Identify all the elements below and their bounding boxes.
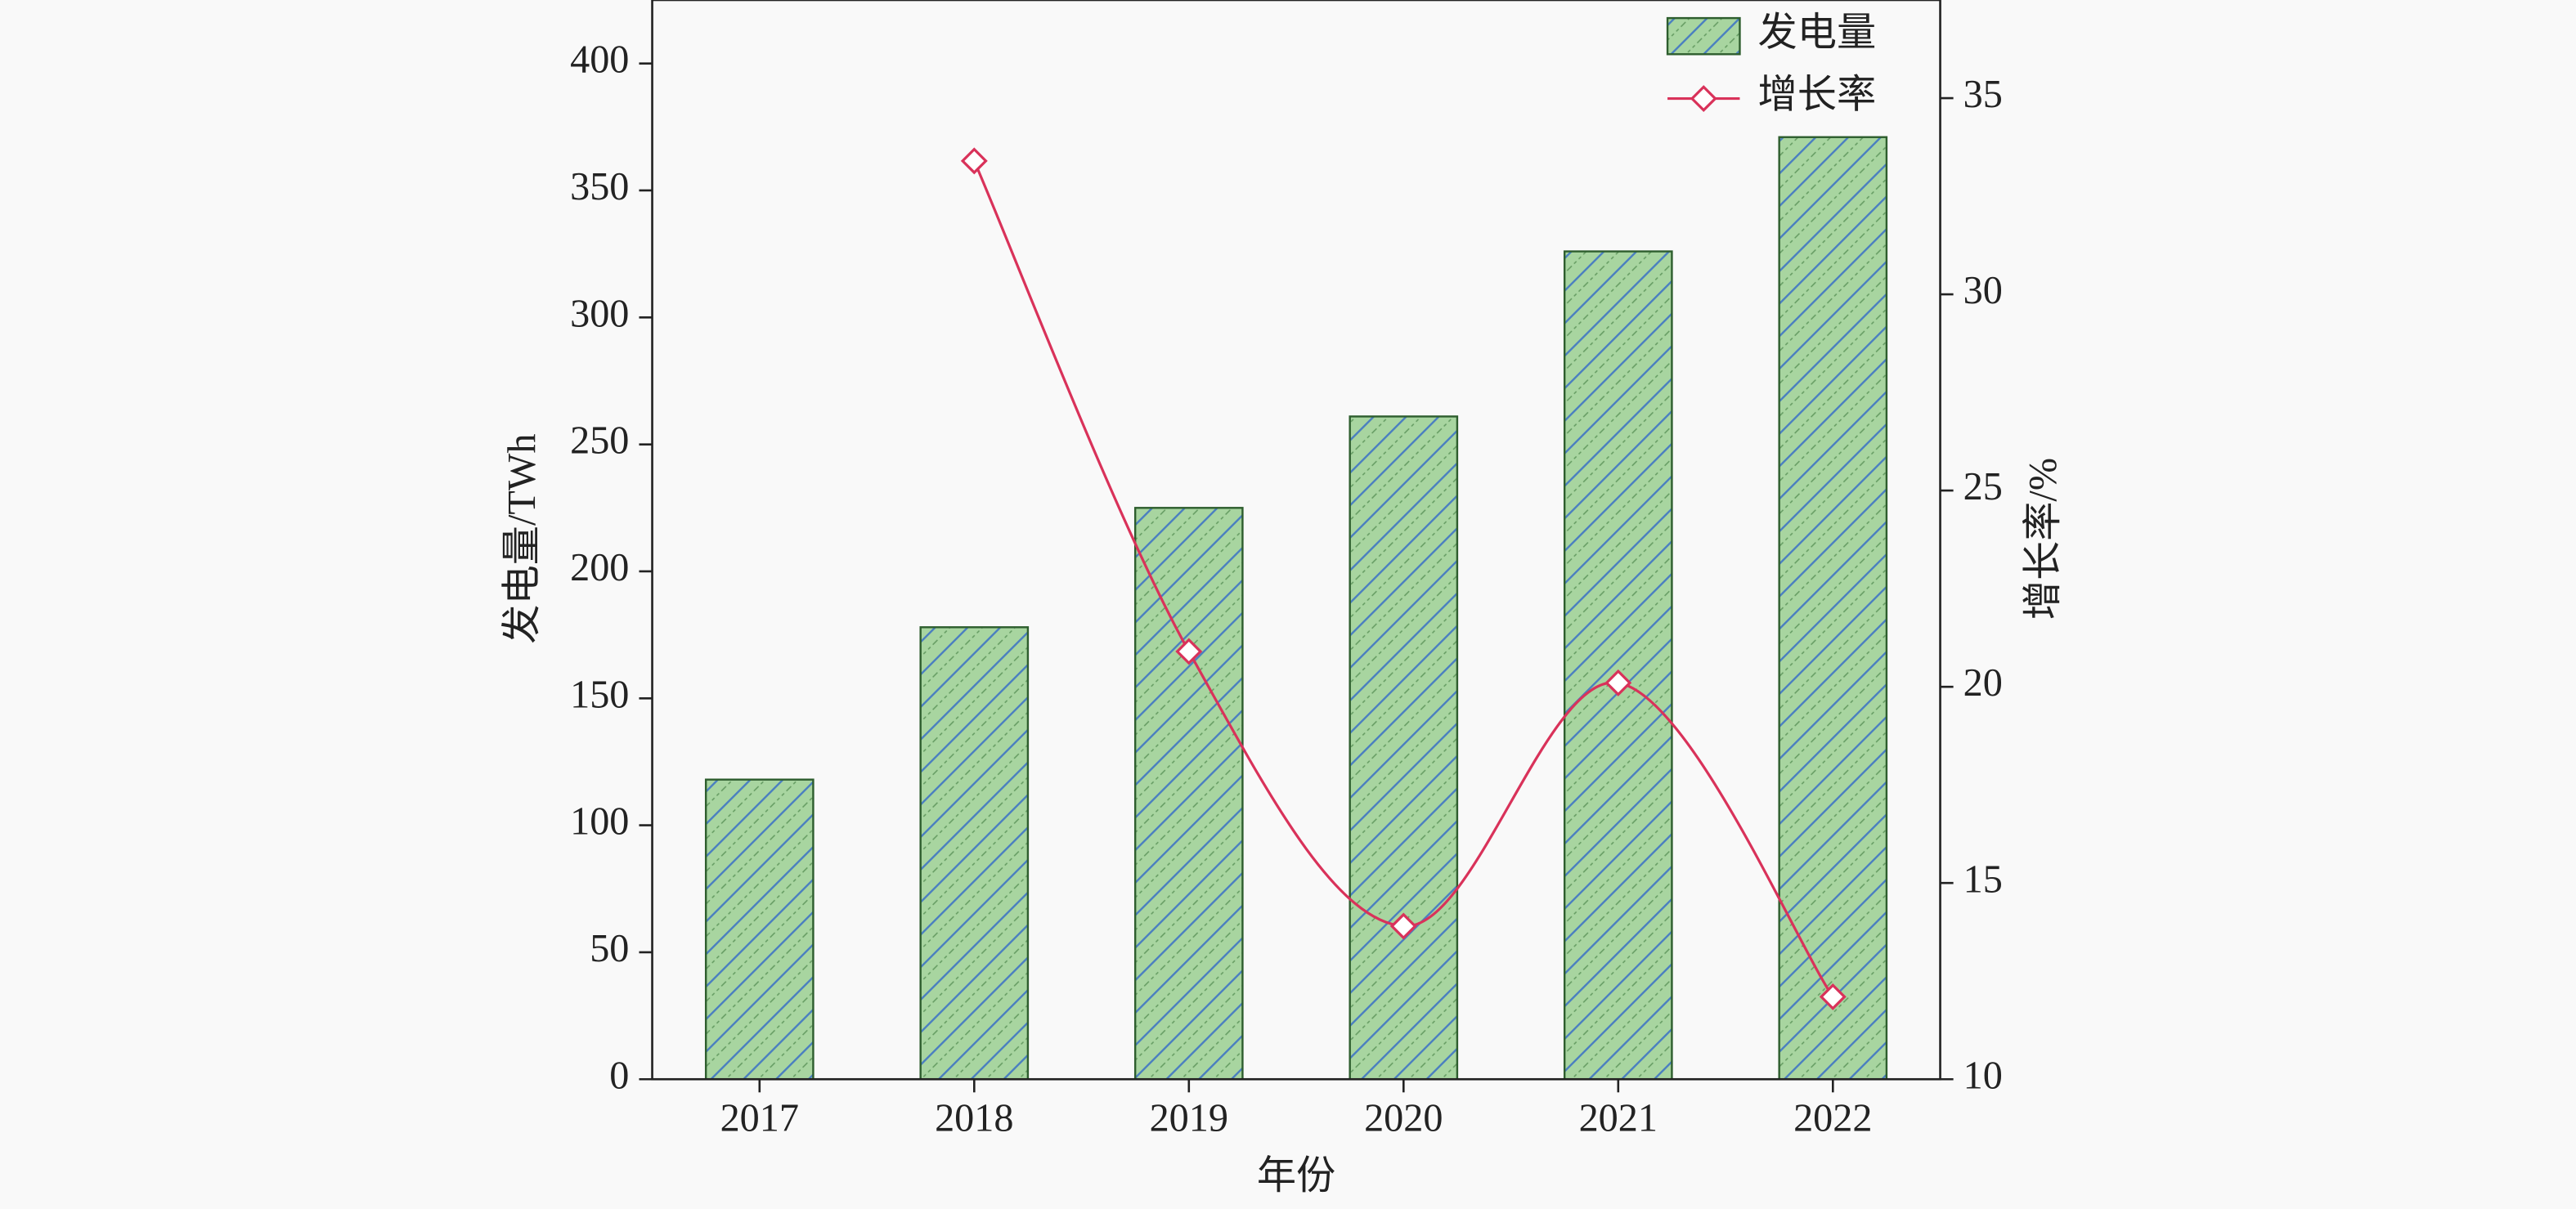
y-tick-label: 300 [570, 292, 629, 335]
legend-swatch [1666, 16, 1741, 56]
y-tick-label: 350 [570, 165, 629, 208]
x-tick-label: 2019 [1150, 1097, 1228, 1140]
y-tick-label: 250 [570, 419, 629, 463]
x-tick-label: 2022 [1793, 1097, 1872, 1140]
x-tick-label: 2018 [935, 1097, 1013, 1140]
bar [1563, 250, 1673, 1081]
bar [704, 778, 815, 1081]
bar [1133, 507, 1244, 1081]
y2-tick-label: 10 [1963, 1054, 2003, 1097]
x-tick-label: 2020 [1364, 1097, 1443, 1140]
marker [960, 147, 988, 175]
y-tick-label: 200 [570, 546, 629, 589]
y2-tick-label: 20 [1963, 661, 2003, 705]
marker [1389, 912, 1417, 940]
plot-frame [651, 0, 1941, 1081]
marker [1604, 669, 1632, 696]
x-tick-label: 2017 [720, 1097, 799, 1140]
legend-label: 增长率 [1758, 74, 1877, 117]
y2-tick-label: 15 [1963, 857, 2003, 901]
x-tick-label: 2021 [1579, 1097, 1658, 1140]
y-tick-label: 100 [570, 800, 629, 844]
marker [1819, 983, 1847, 1010]
bar [1778, 136, 1888, 1081]
y-tick-label: 50 [590, 927, 629, 970]
legend-label: 发电量 [1758, 11, 1877, 54]
y-tick-label: 150 [570, 673, 629, 716]
y-tick-label: 400 [570, 38, 629, 82]
y-axis-label: 发电量/TWh [500, 434, 544, 644]
legend-marker [1690, 85, 1717, 113]
bar [919, 626, 1030, 1081]
x-axis-label: 年份 [1257, 1154, 1335, 1198]
marker [1175, 638, 1203, 665]
y2-tick-label: 35 [1963, 73, 2003, 116]
y2-tick-label: 30 [1963, 269, 2003, 312]
y2-tick-label: 25 [1963, 465, 2003, 508]
y-tick-label: 0 [609, 1054, 629, 1097]
bar [1349, 415, 1459, 1081]
y2-axis-label: 增长率/% [2022, 458, 2065, 620]
